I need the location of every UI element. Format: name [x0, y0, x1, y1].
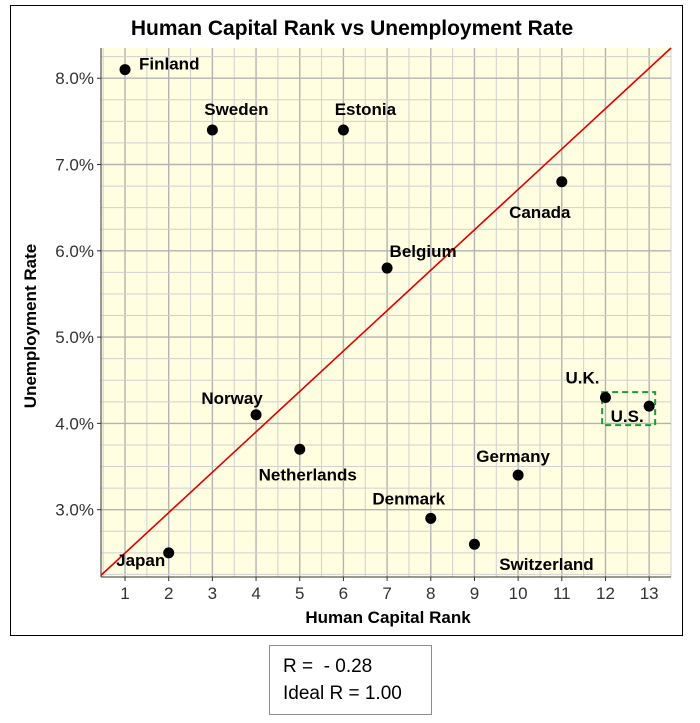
- x-tick-label: 11: [553, 584, 571, 603]
- x-tick-label: 3: [208, 584, 217, 603]
- us-highlight-box: [601, 391, 657, 427]
- x-tick-label: 12: [596, 584, 615, 603]
- y-tick-label: 4.0%: [55, 414, 94, 433]
- chart-frame: Human Capital Rank vs Unemployment Rate …: [10, 5, 683, 636]
- data-point: [294, 443, 306, 455]
- point-label: Japan: [116, 551, 165, 570]
- point-label: Germany: [476, 447, 550, 466]
- correlation-stats-box: R = - 0.28 Ideal R = 1.00: [269, 645, 432, 715]
- point-label: Switzerland: [499, 555, 593, 574]
- data-point: [556, 176, 568, 188]
- point-label: Norway: [201, 389, 263, 408]
- r-value-text: R = - 0.28: [283, 656, 373, 677]
- y-tick-label: 5.0%: [55, 328, 94, 347]
- data-point: [468, 538, 480, 550]
- y-axis-label: Unemployment Rate: [21, 244, 40, 408]
- data-point: [337, 124, 349, 136]
- data-point: [250, 409, 262, 421]
- y-tick-label: 3.0%: [55, 501, 94, 520]
- ideal-r-text: Ideal R = 1.00: [283, 683, 402, 704]
- point-label: Canada: [509, 203, 571, 222]
- y-tick-label: 6.0%: [55, 242, 94, 261]
- point-label: Sweden: [204, 100, 268, 119]
- x-axis-label: Human Capital Rank: [305, 608, 471, 627]
- y-tick-label: 7.0%: [55, 156, 94, 175]
- ideal-correlation-line: [100, 47, 672, 576]
- data-point: [512, 469, 524, 481]
- data-point: [163, 547, 175, 559]
- x-tick-label: 7: [382, 584, 391, 603]
- point-label: U.K.: [565, 369, 599, 388]
- chart-title: Human Capital Rank vs Unemployment Rate: [131, 17, 573, 40]
- data-point: [643, 400, 655, 412]
- point-label: Finland: [139, 55, 199, 74]
- data-point: [119, 64, 131, 76]
- y-tick-label: 8.0%: [55, 69, 94, 88]
- x-tick-label: 2: [164, 584, 173, 603]
- x-tick-label: 8: [426, 584, 435, 603]
- point-label: Denmark: [372, 489, 445, 508]
- point-label: Estonia: [335, 100, 397, 119]
- x-tick-label: 5: [295, 584, 304, 603]
- data-point: [381, 262, 393, 274]
- data-point: [425, 512, 437, 524]
- data-point: [599, 392, 611, 404]
- x-tick-label: 4: [251, 584, 260, 603]
- x-tick-label: 9: [470, 584, 479, 603]
- scatter-chart: Human Capital Rank vs Unemployment Rate …: [21, 17, 672, 627]
- data-point: [206, 124, 218, 136]
- x-tick-label: 13: [640, 584, 659, 603]
- x-tick-label: 1: [120, 584, 129, 603]
- x-tick-label: 6: [339, 584, 348, 603]
- x-tick-label: 10: [509, 584, 528, 603]
- point-label: Netherlands: [259, 465, 357, 484]
- point-label: U.S.: [611, 407, 644, 426]
- point-label: Belgium: [390, 242, 457, 261]
